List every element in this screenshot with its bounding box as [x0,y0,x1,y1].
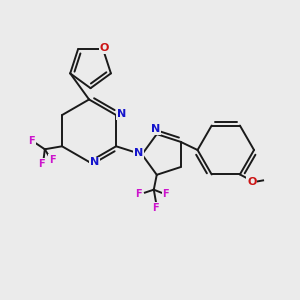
Text: O: O [247,177,256,187]
Text: N: N [151,124,160,134]
Text: N: N [134,148,143,158]
Text: F: F [152,202,159,212]
Text: F: F [28,136,35,146]
Text: F: F [136,189,142,199]
Text: F: F [49,155,56,165]
Text: N: N [117,109,126,119]
Text: F: F [162,189,169,199]
Text: O: O [100,43,109,53]
Text: F: F [38,158,44,169]
Text: N: N [90,158,99,167]
